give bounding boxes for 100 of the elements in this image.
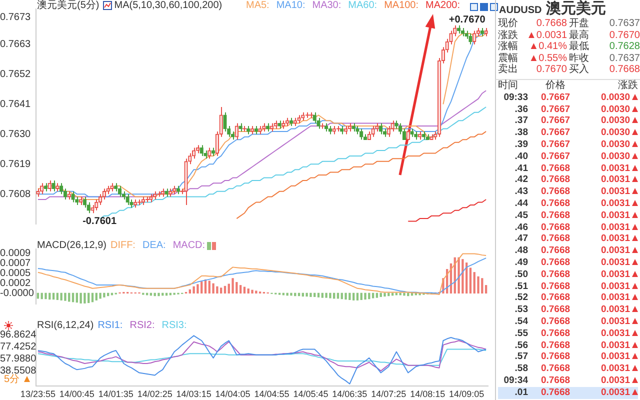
y-tick-label: 77.4252 (0, 341, 37, 352)
y-tick-label: .48 (514, 245, 528, 257)
text: 涨幅 (498, 41, 519, 53)
text: RSI1: (98, 320, 123, 331)
text: 0.7637 (608, 18, 640, 30)
y-tick-label: .37 (514, 115, 528, 128)
data-label: 0.7667 (540, 150, 570, 162)
data-label: 0.0030 (600, 138, 630, 150)
y-tick-label: .55 (514, 328, 528, 340)
y-tick-label: 09:34 (502, 374, 528, 387)
y-tick-label: 0.7652 (0, 69, 32, 80)
y-tick-label: -0.0000 (0, 288, 34, 299)
data-label: 0.7668 (540, 245, 570, 256)
legend-title: MA(5,10,30,60,100,200) (114, 0, 222, 11)
data-label: 0.0031 (600, 374, 630, 386)
y-tick-label: .44 (514, 198, 528, 210)
y-tick-label: .47 (514, 233, 528, 246)
data-label: 0.0030 (600, 150, 630, 162)
y-tick-label: .40 (514, 150, 528, 163)
y-tick-label: 0.0007 (0, 258, 32, 270)
y-tick-label: 0.7663 (0, 39, 32, 50)
text: 昨收 (569, 52, 590, 64)
text: 0.7670 (608, 30, 640, 42)
data-label: 0.0030 (600, 104, 630, 115)
data-label: 0.7668 (540, 374, 570, 386)
text: MA200: (426, 0, 460, 11)
y-tick-label: .49 (514, 256, 528, 269)
y-tick-label: 57.9880 (0, 353, 37, 364)
data-label: 0.0030 (600, 92, 630, 103)
data-label: 0.0031 (600, 186, 630, 198)
data-label: 0.7668 (540, 304, 570, 316)
data-label: 0.0031 (600, 304, 630, 316)
x-tick-label: 价格 (544, 80, 566, 92)
y-tick-label: 0.0005 (0, 268, 32, 279)
data-label: 0.7667 (540, 138, 570, 150)
text: DEA: (142, 240, 166, 251)
data-label: 0.0031 (600, 210, 630, 221)
y-tick-label: .58 (514, 363, 528, 375)
data-label: 0.7667 (540, 104, 570, 115)
text: 最高 (569, 30, 590, 41)
data-label: 0.7667 (540, 115, 570, 126)
text: ▲0.41% (528, 41, 567, 53)
text: ▲0.0031 (526, 30, 567, 42)
x-tick-label: 13/23:55 (20, 388, 56, 399)
y-tick-label: .52 (514, 292, 528, 304)
text: 0.7668 (535, 18, 567, 30)
y-tick-label: 0.0009 (0, 248, 32, 260)
data-label: 0.0030 (600, 127, 630, 138)
data-label: 0.0031 (600, 268, 630, 280)
text: 买入 (569, 64, 590, 76)
text: 0.7628 (608, 41, 640, 53)
text: MA10: (276, 0, 306, 11)
data-label: 0.0030 (600, 115, 630, 126)
data-label: 0.0031 (600, 316, 630, 327)
data-label: 0.7668 (540, 280, 570, 292)
text: 澳元美元 (546, 1, 606, 17)
y-tick-label: .36 (514, 104, 528, 116)
data-label: 0.7668 (540, 363, 570, 374)
data-label: 0.0031 (600, 233, 630, 244)
data-label: 0.0031 (600, 280, 630, 292)
annotation: +0.7670 (448, 14, 486, 26)
data-label: 0.0031 (600, 245, 630, 256)
chart-title: MACD(26,12,9) (37, 240, 106, 251)
y-tick-label: .46 (514, 222, 528, 234)
data-label: 0.7668 (540, 233, 570, 244)
text: 0.7637 (608, 52, 640, 64)
x-tick-label: 14/08:15 (410, 388, 446, 399)
x-tick-label: 14/04:05 (215, 388, 250, 399)
data-label: 0.0031 (600, 340, 630, 351)
x-tick-label: 14/02:25 (137, 388, 172, 399)
y-tick-label: .57 (514, 351, 528, 364)
y-tick-label: .50 (514, 268, 528, 281)
data-label: 0.7668 (540, 210, 570, 221)
text: MA30: (312, 0, 342, 11)
data-label: 0.7668 (540, 386, 570, 398)
data-label: 0.0031 (600, 386, 630, 398)
y-tick-label: 0.7641 (0, 99, 32, 110)
y-tick-label: .53 (514, 304, 528, 316)
data-label: 0.0031 (600, 328, 630, 339)
x-tick-label: 14/04:55 (254, 388, 290, 399)
y-tick-label: 0.0002 (0, 278, 32, 289)
text: 现价 (498, 18, 519, 30)
y-axis-title: 时间 (498, 80, 519, 92)
data-label: 0.7668 (540, 162, 570, 174)
x-tick-label: 14/01:35 (98, 388, 134, 399)
data-label: 0.7668 (540, 174, 570, 186)
text: ▲0.55% (528, 52, 567, 64)
data-label: 0.7668 (540, 222, 570, 233)
data-label: 0.0031 (600, 162, 630, 174)
data-label: 0.0031 (600, 363, 630, 374)
data-label: 0.7668 (540, 292, 570, 304)
annotation: -0.7601 (82, 216, 117, 228)
y-tick-label: .38 (514, 127, 528, 139)
data-label: 0.7668 (540, 268, 570, 280)
y-tick-label: 0.7608 (0, 188, 32, 200)
text: 涨跌 (498, 30, 519, 41)
data-label: 0.0031 (600, 222, 630, 233)
text: 0.7670 (535, 64, 567, 76)
y-tick-label: .45 (514, 210, 528, 222)
y-tick-label: .43 (514, 186, 528, 198)
